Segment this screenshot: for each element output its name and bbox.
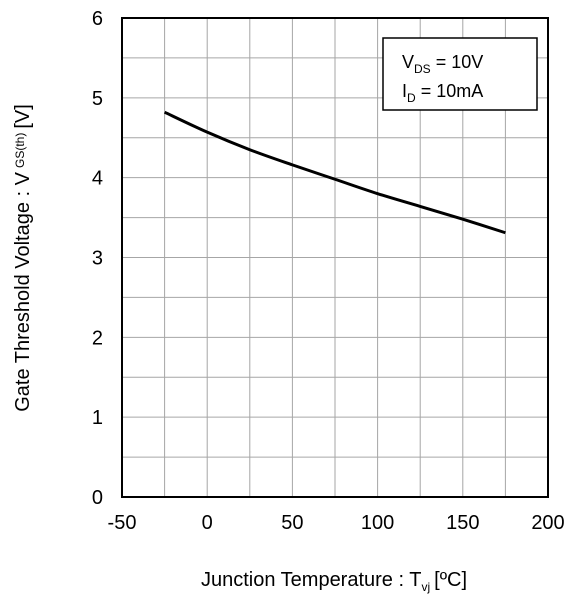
x-tick-label: 150 (446, 512, 479, 534)
y-tick-label: 3 (92, 248, 103, 270)
test-conditions-box: VDS = 10V ID = 10mA (382, 37, 538, 111)
x-tick-label: -50 (108, 512, 137, 534)
grid (122, 18, 548, 497)
y-axis-label: Gate Threshold Voltage : VGS(th)[V] (12, 104, 34, 412)
id-condition: ID = 10mA (402, 81, 483, 105)
data-series (163, 110, 506, 235)
x-tick-label: 50 (281, 512, 303, 534)
x-tick-label: 100 (361, 512, 394, 534)
x-axis-label: Junction Temperature : Tvj [ºC] (201, 569, 467, 594)
vgs-threshold-curve (163, 110, 506, 235)
y-tick-label: 4 (92, 168, 103, 190)
plot-frame (121, 17, 549, 498)
y-tick-label: 0 (92, 487, 103, 509)
x-tick-label: 0 (202, 512, 213, 534)
y-tick-label: 6 (92, 8, 103, 30)
x-tick-label: 200 (531, 512, 564, 534)
y-tick-label: 5 (92, 88, 103, 110)
test-conditions-frame (382, 37, 538, 111)
y-tick-label: 2 (92, 327, 103, 349)
vds-condition: VDS = 10V (402, 52, 483, 76)
y-tick-label: 1 (92, 407, 103, 429)
